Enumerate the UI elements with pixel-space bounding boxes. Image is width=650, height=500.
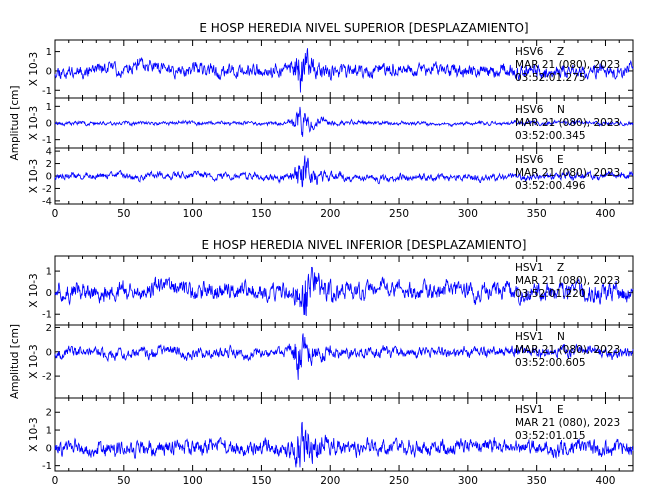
seismogram-trace xyxy=(54,333,634,380)
y-tick-label: -1 xyxy=(42,310,52,321)
y-tick-label: 0 xyxy=(46,172,52,183)
station-code: HSV1 xyxy=(515,262,543,274)
y-tick-label: 4 xyxy=(46,147,52,158)
record-date: MAR 21 (080), 2023 xyxy=(515,167,620,179)
scale-label: X 10-3 xyxy=(28,344,40,378)
y-tick-label: 2 xyxy=(46,408,52,419)
station-code: HSV6 xyxy=(515,104,544,116)
channel-code: Z xyxy=(557,46,564,58)
y-tick-label: 1 xyxy=(46,102,52,113)
x-tick-label: 100 xyxy=(183,208,203,220)
channel-code: E xyxy=(557,404,564,416)
x-tick-label: 350 xyxy=(527,208,547,220)
y-axis-label: Amplitud [cm] xyxy=(9,86,21,161)
record-date: MAR 21 (080), 2023 xyxy=(515,417,620,429)
record-date: MAR 21 (080), 2023 xyxy=(515,59,620,71)
channel-code: N xyxy=(557,331,565,343)
x-tick-label: 300 xyxy=(458,208,478,220)
record-date: MAR 21 (080), 2023 xyxy=(515,344,620,356)
seismogram-trace xyxy=(54,155,634,188)
y-tick-label: 2 xyxy=(46,159,52,170)
x-tick-label: 200 xyxy=(320,208,340,220)
y-tick-label: 1 xyxy=(46,426,52,437)
x-tick-label: 50 xyxy=(117,475,130,487)
record-time: 03:52:00.345 xyxy=(515,130,586,142)
lower-level-chart: E HOSP HEREDIA NIVEL INFERIOR [DESPLAZAM… xyxy=(9,238,634,487)
y-tick-label: 0 xyxy=(46,347,52,358)
y-tick-label: 0 xyxy=(46,288,52,299)
record-time: 03:52:00.605 xyxy=(515,357,586,369)
seismogram-trace xyxy=(54,48,634,93)
seismogram-trace xyxy=(54,266,634,316)
x-tick-label: 200 xyxy=(320,475,340,487)
x-tick-label: 250 xyxy=(389,208,409,220)
x-tick-label: 150 xyxy=(251,208,271,220)
upper-level-chart: E HOSP HEREDIA NIVEL SUPERIOR [DESPLAZAM… xyxy=(9,21,634,220)
x-tick-label: 400 xyxy=(595,208,615,220)
scale-label: X 10-3 xyxy=(28,52,40,86)
x-tick-label: 350 xyxy=(527,475,547,487)
scale-label: X 10-3 xyxy=(28,417,40,451)
channel-code: E xyxy=(557,154,564,166)
station-code: HSV6 xyxy=(515,154,544,166)
y-tick-label: -2 xyxy=(42,372,52,383)
chart-title: E HOSP HEREDIA NIVEL INFERIOR [DESPLAZAM… xyxy=(201,238,526,252)
x-tick-label: 300 xyxy=(458,475,478,487)
x-tick-label: 150 xyxy=(251,475,271,487)
y-tick-label: 1 xyxy=(46,267,52,278)
y-tick-label: -2 xyxy=(42,184,52,195)
station-code: HSV1 xyxy=(515,404,543,416)
station-code: HSV6 xyxy=(515,46,544,58)
y-tick-label: -1 xyxy=(42,86,52,97)
y-tick-label: -1 xyxy=(42,461,52,472)
record-time: 03:52:01.275 xyxy=(515,72,586,84)
x-tick-label: 400 xyxy=(595,475,615,487)
y-tick-label: -4 xyxy=(42,196,52,207)
record-time: 03:52:00.496 xyxy=(515,180,586,192)
x-tick-label: 0 xyxy=(52,475,59,487)
y-tick-label: 0 xyxy=(46,66,52,77)
record-time: 03:52:01.220 xyxy=(515,288,586,300)
record-date: MAR 21 (080), 2023 xyxy=(515,275,620,287)
y-tick-label: 1 xyxy=(46,47,52,58)
seismogram-trace xyxy=(54,106,634,137)
x-tick-label: 50 xyxy=(117,208,130,220)
y-tick-label: 0 xyxy=(46,119,52,130)
y-tick-label: 2 xyxy=(46,323,52,334)
station-code: HSV1 xyxy=(515,331,543,343)
channel-code: Z xyxy=(557,262,564,274)
x-tick-label: 250 xyxy=(389,475,409,487)
y-axis-label: Amplitud [cm] xyxy=(9,324,21,399)
channel-code: N xyxy=(557,104,565,116)
chart-title: E HOSP HEREDIA NIVEL SUPERIOR [DESPLAZAM… xyxy=(199,21,528,35)
y-tick-label: -1 xyxy=(42,135,52,146)
y-tick-label: 0 xyxy=(46,443,52,454)
scale-label: X 10-3 xyxy=(28,273,40,307)
record-time: 03:52:01.015 xyxy=(515,430,586,442)
x-tick-label: 0 xyxy=(52,208,59,220)
seismogram-trace xyxy=(54,421,634,468)
x-tick-label: 100 xyxy=(183,475,203,487)
scale-label: X 10-3 xyxy=(28,159,40,193)
scale-label: X 10-3 xyxy=(28,106,40,140)
record-date: MAR 21 (080), 2023 xyxy=(515,117,620,129)
